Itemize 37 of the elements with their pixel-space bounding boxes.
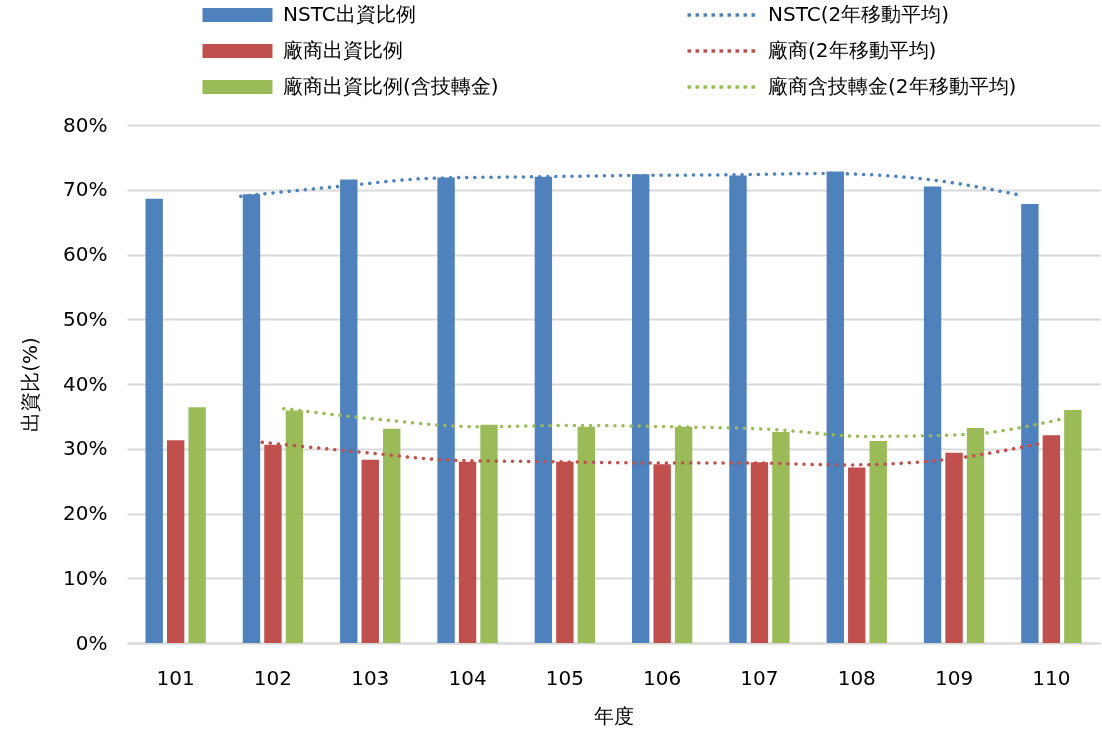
x-tick-label: 110 [1032, 665, 1071, 690]
y-axis-title: 出資比(%) [18, 337, 43, 432]
x-tick-label: 109 [934, 665, 974, 690]
bar [383, 428, 401, 643]
y-tick-label: 20% [63, 501, 108, 525]
x-tick-label: 104 [448, 665, 487, 690]
bar [361, 459, 379, 643]
legend-label: 廠商出資比例(含技轉金) [283, 74, 499, 98]
bar [923, 186, 942, 643]
x-tick-label: 107 [740, 665, 779, 690]
bar [869, 440, 887, 643]
y-tick-label: 60% [63, 242, 108, 266]
y-tick-label: 50% [63, 306, 108, 331]
y-tick-label: 40% [63, 371, 108, 396]
legend-label: 廠商含技轉金(2年移動平均) [768, 74, 1017, 98]
x-tick-label: 108 [837, 665, 876, 690]
bar [188, 407, 206, 643]
legend-label: NSTC出資比例 [283, 2, 416, 26]
x-tick-label: 105 [545, 665, 584, 690]
y-tick-label: 80% [63, 112, 108, 137]
bar [1021, 204, 1039, 643]
legend-label: 廠商出資比例 [283, 38, 403, 62]
bar [1042, 435, 1061, 643]
x-tick-label: 102 [253, 665, 293, 690]
bar [145, 198, 163, 643]
y-tick-label: 0% [75, 630, 108, 655]
x-tick-label: 103 [351, 665, 390, 690]
legend-label: NSTC(2年移動平均) [768, 2, 949, 26]
bar [1064, 409, 1082, 643]
y-tick-label: 30% [63, 436, 108, 461]
y-tick-label: 70% [63, 177, 108, 202]
x-tick-label: 101 [156, 665, 195, 690]
x-axis-title: 年度 [594, 703, 634, 728]
x-tick-label: 106 [643, 665, 682, 690]
y-tick-label: 10% [63, 565, 108, 590]
legend-label: 廠商(2年移動平均) [768, 38, 937, 62]
bar [166, 440, 185, 643]
